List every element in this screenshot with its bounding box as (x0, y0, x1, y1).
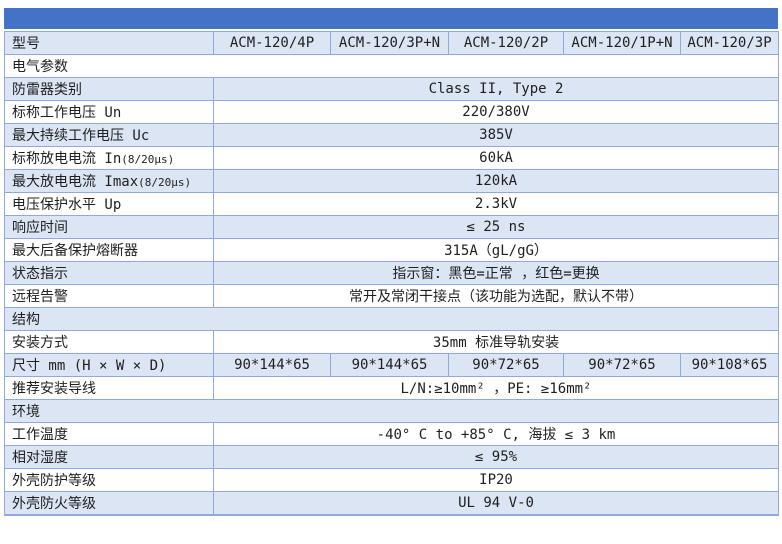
row-value-nominal-discharge-current: 60kA (213, 146, 779, 170)
row-label-operating-temperature: 工作温度 (4, 422, 214, 446)
table-row-mounting: 安装方式 35mm 标准导轨安装 (4, 330, 779, 354)
row-label-max-continuous-voltage: 最大持续工作电压 Uc (4, 123, 214, 147)
table-row-operating-temperature: 工作温度 -40° C to +85° C, 海拔 ≤ 3 km (4, 422, 779, 446)
row-label-suffix: (8/20μs) (121, 153, 175, 166)
table-row-recommended-wire: 推荐安装导线 L/N:≥10mm² ，PE: ≥16mm² (4, 376, 779, 400)
row-label-voltage-protection-level: 电压保护水平 Up (4, 192, 214, 216)
row-label-fire-rating: 外壳防火等级 (4, 491, 214, 515)
row-label-response-time: 响应时间 (4, 215, 214, 239)
row-label-relative-humidity: 相对湿度 (4, 445, 214, 469)
row-label-text: 标称放电电流 In (12, 151, 122, 167)
row-label-mounting: 安装方式 (4, 330, 214, 354)
row-value-max-continuous-voltage: 385V (213, 123, 779, 147)
table-row-backup-fuse: 最大后备保护熔断器 315A（gL/gG） (4, 238, 779, 262)
dimension-cell: 90*108*65 (680, 353, 779, 377)
model-cell: ACM-120/4P (213, 31, 331, 55)
table-row-nominal-voltage: 标称工作电压 Un 220/380V (4, 100, 779, 124)
row-value-relative-humidity: ≤ 95% (213, 445, 779, 469)
table-row-dimensions: 尺寸 mm (H × W × D) 90*144*65 90*144*65 90… (4, 353, 779, 377)
row-value-nominal-voltage: 220/380V (213, 100, 779, 124)
table-row-status-indicator: 状态指示 指示窗：黑色=正常 ，红色=更换 (4, 261, 779, 285)
model-cell: ACM-120/3P+N (330, 31, 449, 55)
section-label-environment: 环境 (4, 399, 779, 423)
row-label-suffix: (8/20μs) (138, 176, 192, 189)
spec-sheet: 型号 ACM-120/4P ACM-120/3P+N ACM-120/2P AC… (4, 8, 779, 516)
row-value-backup-fuse: 315A（gL/gG） (213, 238, 779, 262)
section-label-electrical: 电气参数 (4, 54, 779, 78)
table-row-nominal-discharge-current: 标称放电电流 In(8/20μs) 60kA (4, 146, 779, 170)
table-row-section-structure: 结构 (4, 307, 779, 331)
table-row-remote-alarm: 远程告警 常开及常闭干接点（该功能为选配，默认不带） (4, 284, 779, 308)
row-label-nominal-discharge-current: 标称放电电流 In(8/20μs) (4, 146, 214, 170)
table-row-section-electrical: 电气参数 (4, 54, 779, 78)
row-value-mounting: 35mm 标准导轨安装 (213, 330, 779, 354)
table-row-ingress-protection: 外壳防护等级 IP20 (4, 468, 779, 492)
table-row-section-environment: 环境 (4, 399, 779, 423)
dimension-cell: 90*72*65 (563, 353, 681, 377)
spec-table: 型号 ACM-120/4P ACM-120/3P+N ACM-120/2P AC… (4, 31, 779, 516)
table-row-response-time: 响应时间 ≤ 25 ns (4, 215, 779, 239)
row-value-remote-alarm: 常开及常闭干接点（该功能为选配，默认不带） (213, 284, 779, 308)
row-label-remote-alarm: 远程告警 (4, 284, 214, 308)
table-row-fire-rating: 外壳防火等级 UL 94 V-0 (4, 491, 779, 515)
row-label-recommended-wire: 推荐安装导线 (4, 376, 214, 400)
model-cell: ACM-120/2P (448, 31, 564, 55)
row-value-max-discharge-current: 120kA (213, 169, 779, 193)
row-label-backup-fuse: 最大后备保护熔断器 (4, 238, 214, 262)
row-label-nominal-voltage: 标称工作电压 Un (4, 100, 214, 124)
row-label-spd-class: 防雷器类别 (4, 77, 214, 101)
row-value-operating-temperature: -40° C to +85° C, 海拔 ≤ 3 km (213, 422, 779, 446)
table-row-max-discharge-current: 最大放电电流 Imax(8/20μs) 120kA (4, 169, 779, 193)
row-value-fire-rating: UL 94 V-0 (213, 491, 779, 515)
model-cell: ACM-120/3P (680, 31, 779, 55)
row-label-status-indicator: 状态指示 (4, 261, 214, 285)
row-label-dimensions: 尺寸 mm (H × W × D) (4, 353, 214, 377)
table-row-max-continuous-voltage: 最大持续工作电压 Uc 385V (4, 123, 779, 147)
row-label-ingress-protection: 外壳防护等级 (4, 468, 214, 492)
table-row-model: 型号 ACM-120/4P ACM-120/3P+N ACM-120/2P AC… (4, 31, 779, 55)
row-label-text: 最大放电电流 Imax (12, 174, 139, 190)
row-value-recommended-wire: L/N:≥10mm² ，PE: ≥16mm² (213, 376, 779, 400)
table-row-spd-class: 防雷器类别 Class II, Type 2 (4, 77, 779, 101)
row-value-ingress-protection: IP20 (213, 468, 779, 492)
row-value-response-time: ≤ 25 ns (213, 215, 779, 239)
dimension-cell: 90*144*65 (213, 353, 331, 377)
dimension-cell: 90*72*65 (448, 353, 564, 377)
row-label-model: 型号 (4, 31, 214, 55)
row-label-max-discharge-current: 最大放电电流 Imax(8/20μs) (4, 169, 214, 193)
table-row-relative-humidity: 相对湿度 ≤ 95% (4, 445, 779, 469)
table-row-voltage-protection-level: 电压保护水平 Up 2.3kV (4, 192, 779, 216)
row-value-status-indicator: 指示窗：黑色=正常 ，红色=更换 (213, 261, 779, 285)
row-value-spd-class: Class II, Type 2 (213, 77, 779, 101)
section-label-structure: 结构 (4, 307, 779, 331)
model-cell: ACM-120/1P+N (563, 31, 681, 55)
row-value-voltage-protection-level: 2.3kV (213, 192, 779, 216)
title-bar (4, 8, 778, 29)
dimension-cell: 90*144*65 (330, 353, 449, 377)
